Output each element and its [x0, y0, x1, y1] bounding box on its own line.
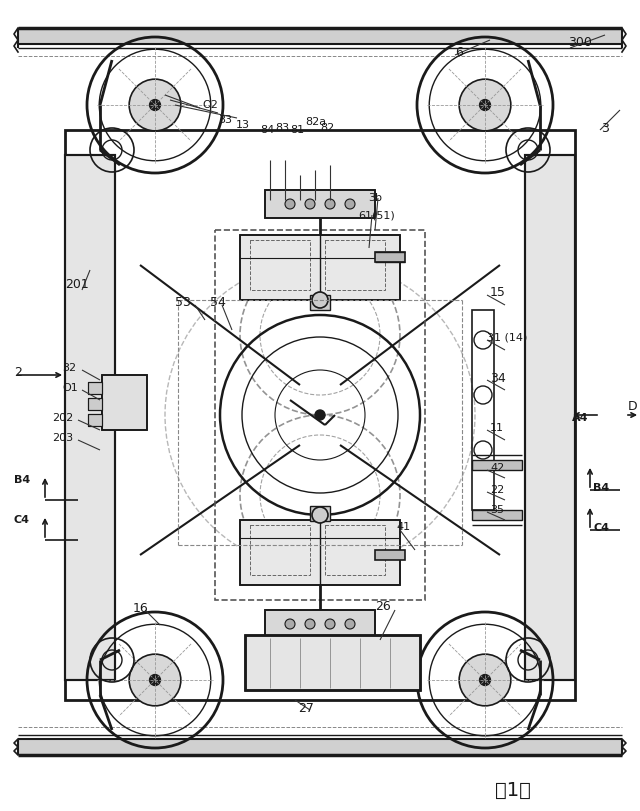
Circle shape	[305, 199, 315, 209]
Circle shape	[459, 79, 511, 131]
Bar	[240, 520, 400, 585]
Circle shape	[305, 619, 315, 629]
Bar	[65, 155, 115, 680]
Bar	[375, 252, 405, 262]
Bar	[240, 235, 400, 300]
Bar	[250, 240, 310, 290]
Bar	[265, 610, 375, 638]
Text: 2: 2	[14, 366, 22, 379]
Text: 27: 27	[298, 702, 314, 714]
Bar	[245, 635, 420, 690]
Circle shape	[129, 654, 181, 706]
Bar	[245, 635, 420, 690]
Circle shape	[315, 410, 325, 420]
Circle shape	[312, 292, 328, 308]
Bar	[265, 190, 375, 218]
Text: 35: 35	[490, 505, 504, 515]
Circle shape	[345, 619, 355, 629]
Text: 22: 22	[490, 485, 504, 495]
Bar	[240, 520, 400, 585]
Bar	[325, 525, 385, 575]
Text: B4: B4	[593, 483, 609, 493]
Circle shape	[479, 100, 490, 110]
Text: 34: 34	[490, 371, 506, 384]
Text: 81: 81	[290, 125, 304, 135]
Text: 84: 84	[260, 125, 275, 135]
Text: 83: 83	[275, 123, 289, 133]
Bar	[240, 235, 400, 300]
Circle shape	[325, 199, 335, 209]
Bar	[88, 398, 102, 410]
Text: 16: 16	[133, 602, 148, 615]
Circle shape	[459, 654, 511, 706]
Bar	[265, 610, 375, 638]
Text: O1: O1	[62, 383, 77, 393]
Bar	[88, 414, 102, 426]
Bar	[88, 382, 102, 394]
Circle shape	[285, 199, 295, 209]
Text: 201: 201	[65, 278, 89, 291]
Text: 54: 54	[210, 295, 226, 308]
Bar	[265, 190, 375, 218]
Text: 33: 33	[218, 115, 232, 125]
Text: C4: C4	[14, 515, 30, 525]
Text: O2: O2	[202, 100, 218, 110]
Text: 82a: 82a	[305, 117, 326, 127]
Text: D: D	[628, 401, 637, 414]
Text: A4: A4	[572, 413, 589, 423]
Text: 61(51): 61(51)	[358, 210, 395, 220]
Text: 300: 300	[568, 36, 592, 49]
Text: 203: 203	[52, 433, 73, 443]
Bar	[375, 550, 405, 560]
Bar	[215, 230, 425, 600]
Circle shape	[312, 507, 328, 523]
Circle shape	[345, 199, 355, 209]
Bar	[65, 130, 575, 700]
Text: 82: 82	[320, 123, 334, 133]
Text: 53: 53	[175, 295, 191, 308]
Circle shape	[150, 100, 161, 110]
Text: C4: C4	[593, 523, 609, 533]
Bar	[102, 375, 147, 430]
Text: 3b: 3b	[368, 193, 382, 203]
Bar	[472, 510, 522, 520]
Text: 13: 13	[236, 120, 250, 130]
Bar	[18, 28, 622, 44]
Circle shape	[129, 79, 181, 131]
Text: 11: 11	[490, 423, 504, 433]
Text: 6: 6	[455, 45, 463, 58]
Bar	[65, 155, 115, 680]
Circle shape	[325, 619, 335, 629]
Bar	[88, 382, 102, 394]
Bar	[310, 295, 330, 310]
Bar	[88, 414, 102, 426]
Bar	[250, 525, 310, 575]
Bar	[102, 375, 147, 430]
Text: 3: 3	[601, 122, 609, 135]
Text: B4: B4	[14, 475, 30, 485]
Text: 31 (14): 31 (14)	[487, 332, 527, 342]
Bar	[525, 155, 575, 680]
Text: 図1２: 図1２	[495, 780, 531, 800]
Text: 202: 202	[52, 413, 73, 423]
Bar	[472, 310, 494, 510]
Text: 41: 41	[396, 522, 410, 532]
Circle shape	[479, 675, 490, 685]
Bar	[310, 506, 330, 521]
Text: 26: 26	[375, 599, 391, 612]
Text: 32: 32	[62, 363, 76, 373]
Circle shape	[150, 675, 161, 685]
Text: 42: 42	[490, 463, 504, 473]
Bar	[325, 240, 385, 290]
Text: 15: 15	[490, 285, 506, 298]
Bar	[88, 398, 102, 410]
Bar	[18, 739, 622, 755]
Bar	[525, 155, 575, 680]
Circle shape	[285, 619, 295, 629]
Bar	[472, 460, 522, 470]
